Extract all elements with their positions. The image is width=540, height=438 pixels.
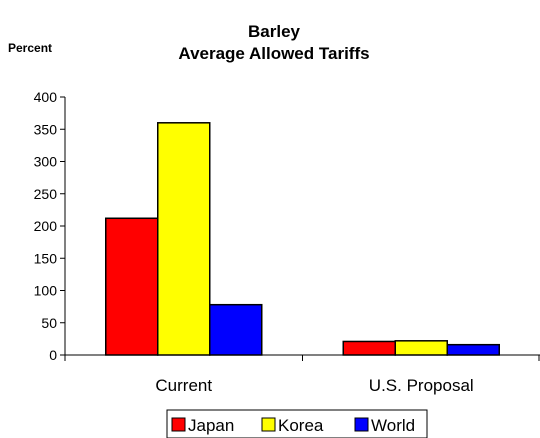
legend-box <box>166 409 428 438</box>
y-tick-label: 200 <box>34 218 58 234</box>
x-category-label: U.S. Proposal <box>369 376 474 395</box>
legend-swatch-japan <box>171 417 186 432</box>
bar-world-u-s-proposal <box>446 343 500 356</box>
y-tick-label: 350 <box>34 121 58 137</box>
chart-title-line-1: Barley <box>248 22 301 41</box>
x-category-label: Current <box>155 376 212 395</box>
legend-swatch-korea <box>261 417 276 432</box>
legend-label-japan: Japan <box>188 416 234 435</box>
legend: Japan Korea World <box>166 409 428 438</box>
bar-japan-current <box>105 217 159 356</box>
y-tick-label: 150 <box>34 250 58 266</box>
bars-group <box>105 122 500 356</box>
y-tick-label: 0 <box>49 347 57 363</box>
bar-korea-u-s-proposal <box>394 340 448 356</box>
bar-japan-u-s-proposal <box>342 340 396 356</box>
y-tick-label: 250 <box>34 186 58 202</box>
y-axis-label: Percent <box>8 41 52 55</box>
y-tick-label: 100 <box>34 283 58 299</box>
y-tick-label: 300 <box>34 154 58 170</box>
legend-label-korea: Korea <box>278 416 324 435</box>
legend-swatch-world <box>354 417 369 432</box>
y-tick-label: 50 <box>41 315 57 331</box>
bar-world-current <box>209 303 263 356</box>
x-categories-group: Current U.S. Proposal <box>155 376 473 395</box>
y-ticks-group: 0 50 100 150 200 250 300 350 400 <box>34 89 65 363</box>
legend-label-world: World <box>371 416 415 435</box>
y-tick-label: 400 <box>34 89 58 105</box>
bar-korea-current <box>157 122 211 356</box>
chart-title-line-2: Average Allowed Tariffs <box>178 44 369 63</box>
